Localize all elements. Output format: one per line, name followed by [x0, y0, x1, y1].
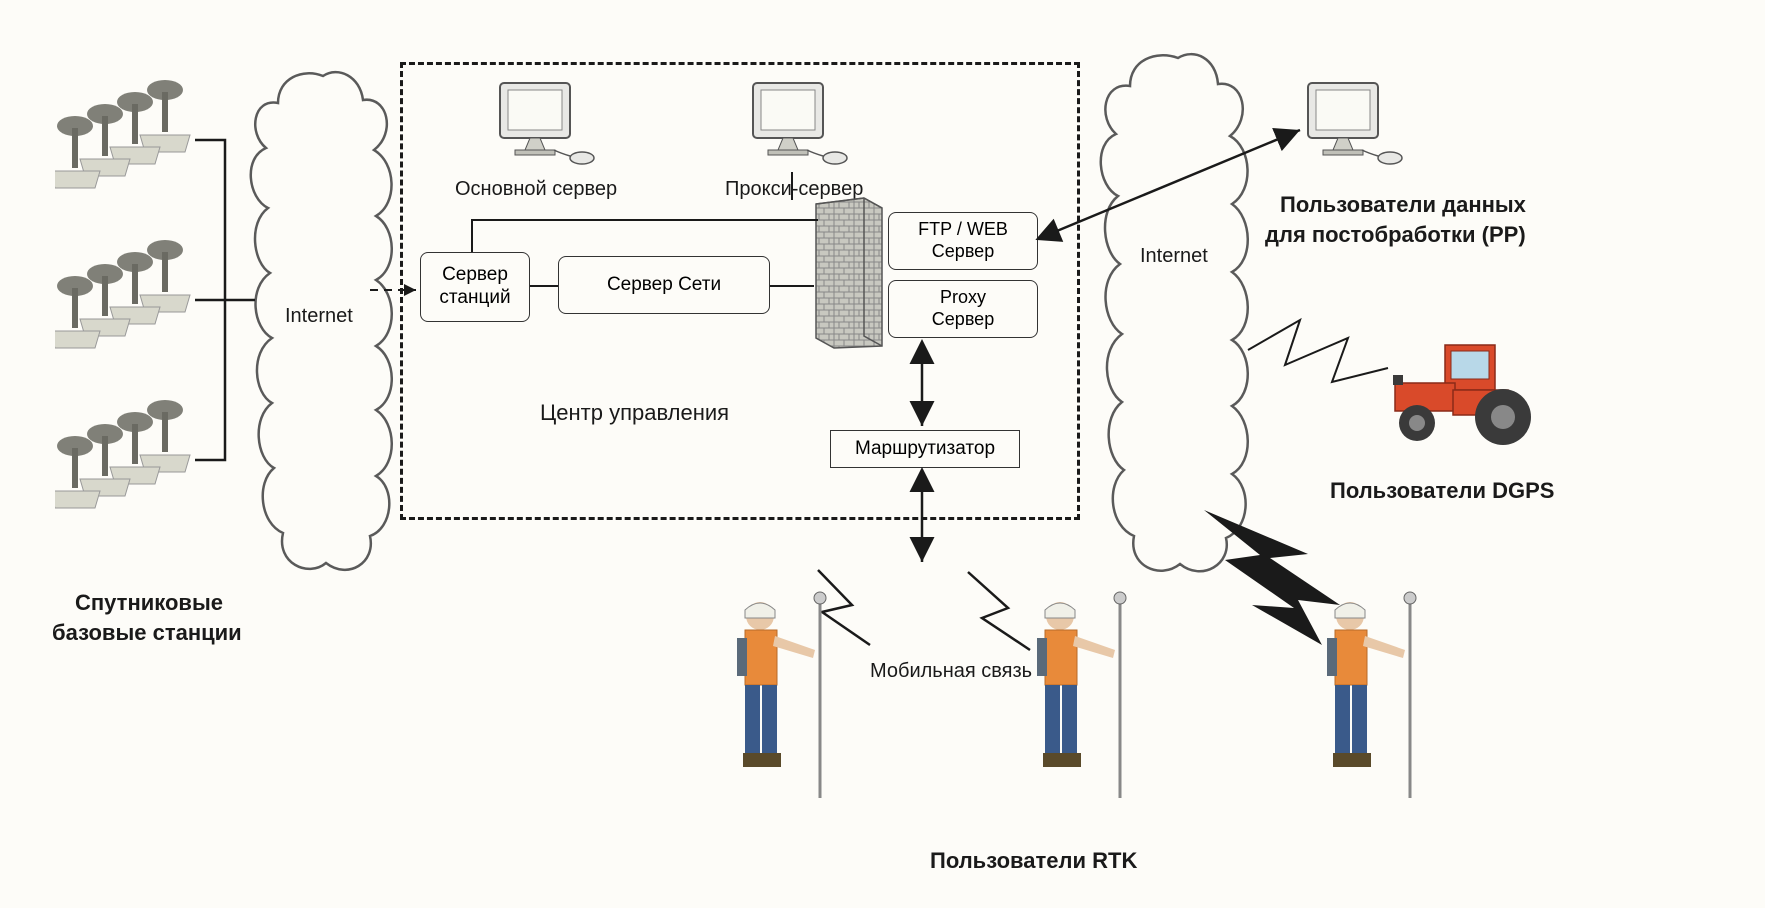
- tractor-icon: [1385, 335, 1555, 455]
- dgps-users-label: Пользователи DGPS: [1330, 478, 1554, 504]
- surveyor-2: [1015, 588, 1155, 808]
- surveyor-3: [1305, 588, 1445, 808]
- mobile-link-label: Мобильная связь: [870, 660, 1032, 683]
- surveyor-1: [715, 588, 855, 808]
- rtk-users-label: Пользователи RTK: [930, 848, 1137, 874]
